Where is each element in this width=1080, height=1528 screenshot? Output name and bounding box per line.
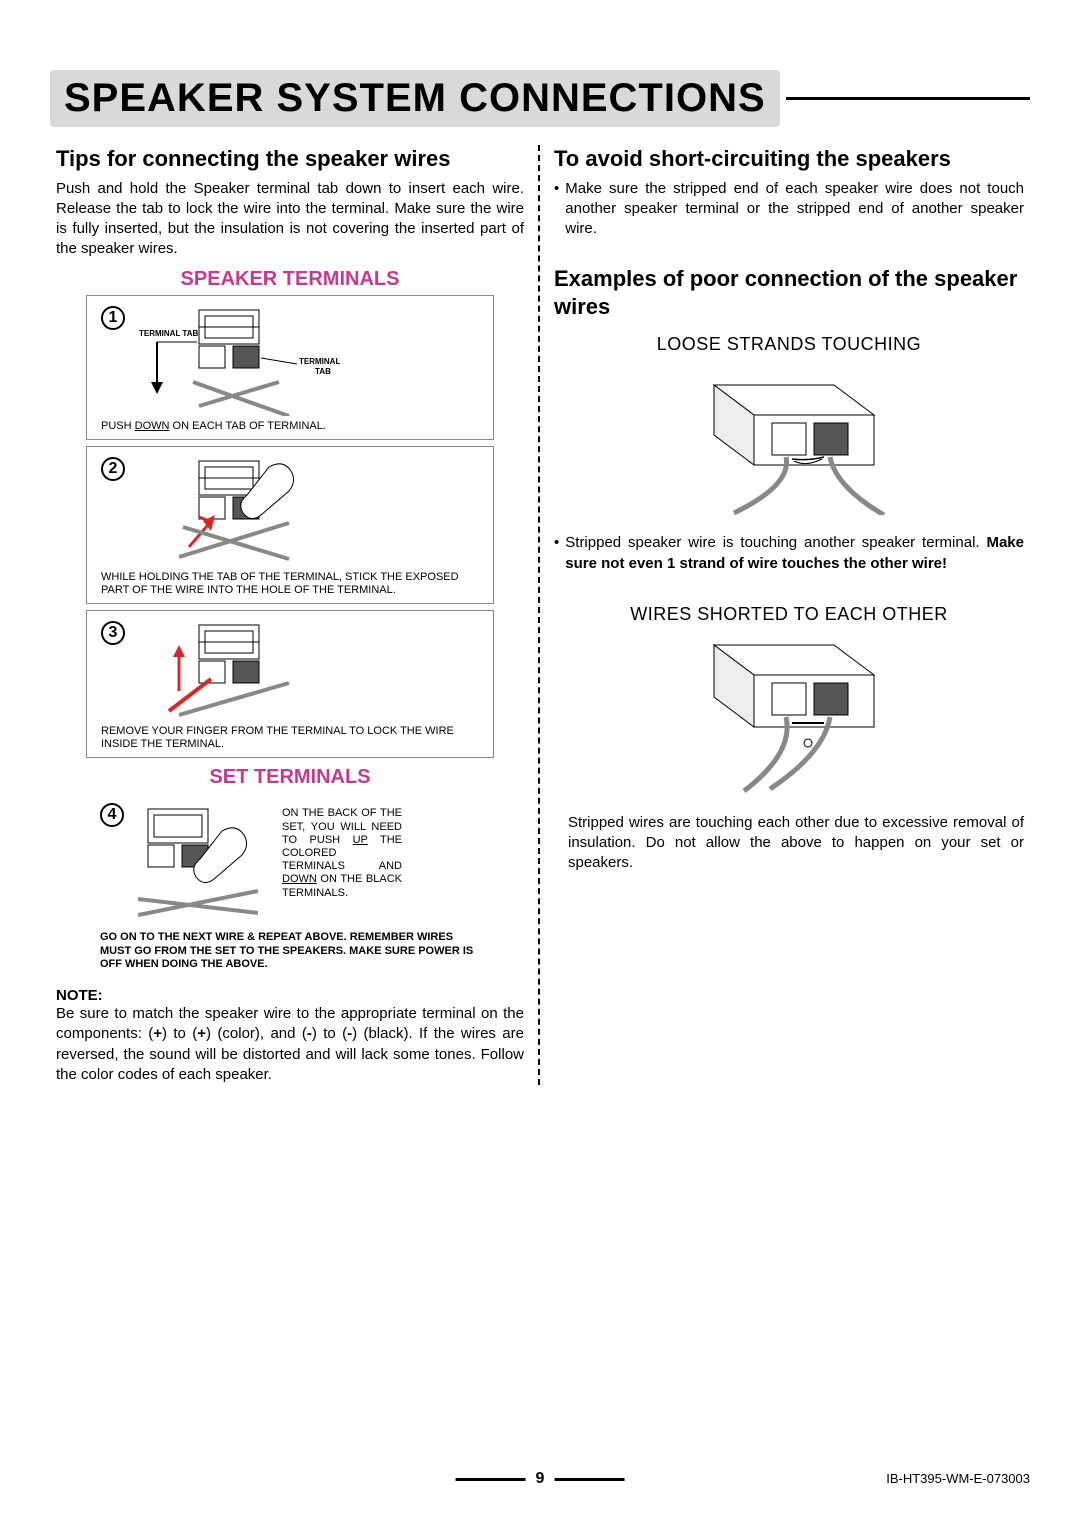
page-number-value: 9 [536,1470,545,1488]
example1-diagram [674,365,904,515]
step4-number: 4 [100,803,124,827]
title-rule [786,97,1030,100]
step1-diagram: TERMINAL TAB TERMINAL TAB [139,306,369,416]
example1-text: Stripped speaker wire is touching anothe… [565,533,1024,574]
svg-text:TERMINAL TAB: TERMINAL TAB [139,329,198,338]
bullet-dot-icon: • [554,533,559,574]
page-number-rule-left [456,1478,526,1481]
example1-title: LOOSE STRANDS TOUCHING [554,334,1024,355]
example2-text: Stripped wires are touching each other d… [554,813,1024,874]
example1-bullet: • Stripped speaker wire is touching anot… [554,533,1024,574]
step1-caption: PUSH DOWN ON EACH TAB OF TERMINAL. [101,420,479,433]
step2-box: 2 WHILE HOLDING [86,446,494,604]
bullet-dot-icon: • [554,179,559,240]
right-heading-b: Examples of poor connection of the speak… [554,265,1024,320]
step3-number: 3 [101,621,125,645]
svg-text:TERMINAL: TERMINAL [299,357,340,366]
step2-diagram [139,457,369,567]
step3-box: 3 REMOVE YOUR FINGER FROM THE TERMINAL T… [86,610,494,758]
example2-title: WIRES SHORTED TO EACH OTHER [554,604,1024,625]
title-box: SPEAKER SYSTEM CONNECTIONS [50,70,780,127]
step4-caption: GO ON TO THE NEXT WIRE & REPEAT ABOVE. R… [100,931,480,971]
page-number-rule-right [554,1478,624,1481]
left-intro: Push and hold the Speaker terminal tab d… [56,179,524,260]
right-heading-a: To avoid short-circuiting the speakers [554,145,1024,173]
page-number: 9 [456,1470,625,1488]
right-column: To avoid short-circuiting the speakers •… [540,145,1030,1085]
step3-caption: REMOVE YOUR FINGER FROM THE TERMINAL TO … [101,725,479,751]
columns: Tips for connecting the speaker wires Pu… [50,145,1030,1085]
page-title: SPEAKER SYSTEM CONNECTIONS [64,76,766,121]
title-bar: SPEAKER SYSTEM CONNECTIONS [50,70,1030,127]
step1-box: 1 TERMINAL TAB TERMINAL TAB [86,295,494,440]
document-id: IB-HT395-WM-E-073003 [886,1471,1030,1486]
set-terminals-heading: SET TERMINALS [56,766,524,789]
step2-number: 2 [101,457,125,481]
left-heading: Tips for connecting the speaker wires [56,145,524,173]
example2-diagram [674,635,904,795]
step3-diagram [139,621,369,721]
right-bullet-1: • Make sure the stripped end of each spe… [554,179,1024,240]
svg-text:TAB: TAB [315,367,331,376]
step1-number: 1 [101,306,125,330]
step4-side-caption: ON THE BACK OF THE SET, YOU WILL NEED TO… [282,807,402,899]
step2-caption: WHILE HOLDING THE TAB OF THE TERMINAL, S… [101,571,479,597]
step4-diagram [138,803,268,923]
note-label: NOTE: [56,987,524,1004]
note-text: Be sure to match the speaker wire to the… [56,1004,524,1085]
speaker-terminals-heading: SPEAKER TERMINALS [56,268,524,291]
left-column: Tips for connecting the speaker wires Pu… [50,145,540,1085]
step4-box: 4 ON THE BACK OF THE SET, YOU WILL NEED … [86,793,494,977]
right-bullet-1-text: Make sure the stripped end of each speak… [565,179,1024,240]
